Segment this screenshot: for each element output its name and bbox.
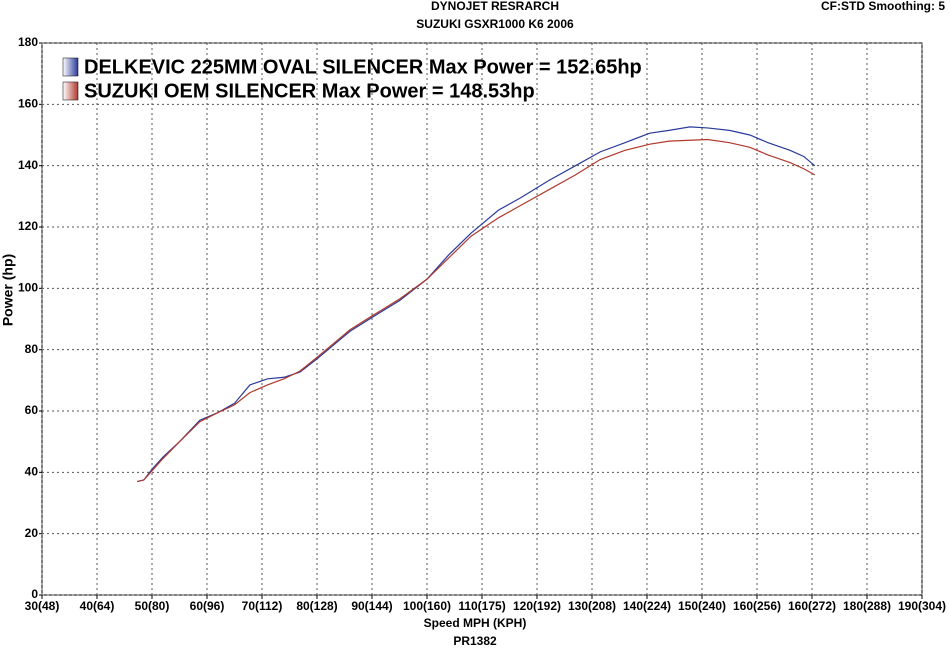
x-tick-label: 50(80) <box>135 599 170 613</box>
y-tick-label: 140 <box>18 158 38 172</box>
y-tick-label: 100 <box>18 281 38 295</box>
x-tick-label: 60(96) <box>190 599 225 613</box>
y-tick-label: 160 <box>18 97 38 111</box>
x-tick-label: 160(256) <box>733 599 781 613</box>
x-tick-label: 40(64) <box>80 599 115 613</box>
footer: PR1382 <box>453 634 497 648</box>
series-line <box>137 138 816 483</box>
legend-swatch <box>62 57 79 77</box>
y-tick-label: 40 <box>25 465 39 479</box>
x-tick-label: 70(112) <box>242 599 283 613</box>
x-tick-label: 30(48) <box>25 599 60 613</box>
annotation: CF:STD Smoothing: 5 <box>821 0 945 13</box>
y-tick-label: 20 <box>25 526 39 540</box>
legend-label: DELKEVIC 225MM OVAL SILENCER Max Power =… <box>84 56 642 78</box>
series-line <box>137 126 816 483</box>
y-axis-label: Power (hp) <box>0 254 16 326</box>
y-tick-label: 120 <box>18 219 38 233</box>
x-tick-label: 80(128) <box>296 599 337 613</box>
y-tick-label: 180 <box>18 35 38 49</box>
y-tick-label: 60 <box>25 403 39 417</box>
x-tick-label: 110(175) <box>458 599 505 613</box>
legend-swatch <box>62 81 79 101</box>
x-tick-label: 140(224) <box>623 599 671 613</box>
x-tick-label: 160(272) <box>788 599 836 613</box>
legend-label: SUZUKI OEM SILENCER Max Power = 148.53hp <box>84 80 535 102</box>
x-axis-label: Speed MPH (KPH) <box>424 616 527 630</box>
chart-subtitle: SUZUKI GSXR1000 K6 2006 <box>416 17 574 31</box>
x-tick-label: 180(288) <box>843 599 891 613</box>
x-tick-label: 130(208) <box>568 599 616 613</box>
x-tick-label: 90(144) <box>351 599 392 613</box>
y-tick-label: 0 <box>31 587 38 601</box>
x-tick-label: 100(160) <box>403 599 451 613</box>
y-tick-label: 80 <box>25 342 39 356</box>
x-tick-label: 190(304) <box>898 599 946 613</box>
x-tick-label: 150(240) <box>678 599 726 613</box>
chart-title: DYNOJET RESRARCH <box>431 0 559 13</box>
x-tick-label: 120(192) <box>513 599 561 613</box>
